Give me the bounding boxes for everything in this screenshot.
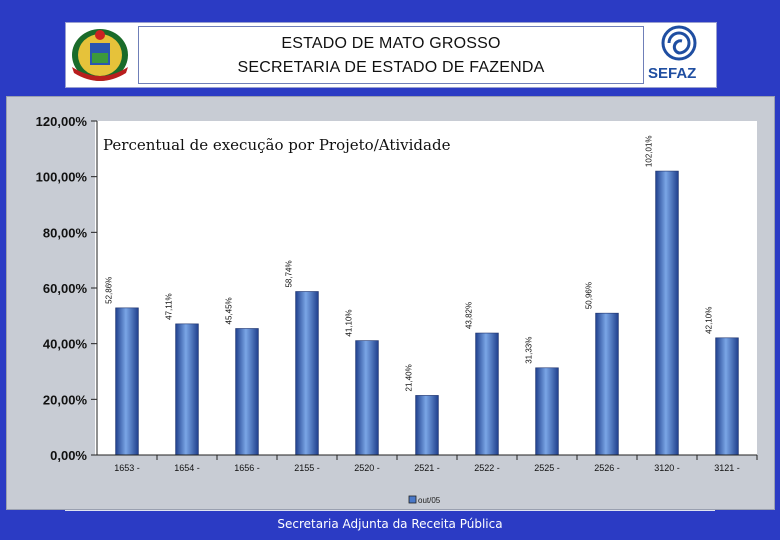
x-tick-label: 2522 - xyxy=(474,463,500,473)
footer-divider xyxy=(65,510,715,511)
header-line-2: SECRETARIA DE ESTADO DE FAZENDA xyxy=(237,59,545,76)
x-tick-label: 2525 - xyxy=(534,463,560,473)
sefaz-logo-icon xyxy=(661,25,697,61)
y-tick-label: 120,00% xyxy=(36,114,88,129)
bar xyxy=(295,291,319,456)
bars-group: 52,86% 47,11% 45,45% 58,74% 41,10% 21,40% 43,8… xyxy=(105,135,739,456)
x-axis: 1653 - 1654 - 1656 - 2155 - 2520 - 2521 - 2522… xyxy=(97,454,758,473)
header-line-1: ESTADO DE MATO GROSSO xyxy=(281,35,501,52)
bar-data-label: 31,33% xyxy=(525,337,534,364)
y-tick-label: 0,00% xyxy=(50,448,87,463)
y-tick-label: 100,00% xyxy=(36,170,88,185)
legend-label: out/05 xyxy=(418,496,441,505)
bar-data-label: 50,96% xyxy=(585,282,594,309)
x-tick-label: 2521 - xyxy=(414,463,440,473)
bar xyxy=(115,307,139,456)
bar-data-label: 42,10% xyxy=(705,307,714,334)
bar-chart: Percentual de execução por Projeto/Ativi… xyxy=(36,114,758,505)
x-tick-label: 3121 - xyxy=(714,463,740,473)
bar-data-label: 47,11% xyxy=(165,293,174,320)
bar xyxy=(475,332,499,456)
bar-data-label: 52,86% xyxy=(105,277,114,304)
legend-swatch xyxy=(408,495,417,504)
chart-panel: Percentual de execução por Projeto/Ativi… xyxy=(6,96,775,510)
y-tick-label: 40,00% xyxy=(43,337,88,352)
bar-data-label: 45,45% xyxy=(225,297,234,324)
state-crest-icon xyxy=(72,29,128,81)
bar-data-label: 41,10% xyxy=(345,309,354,336)
x-tick-label: 3120 - xyxy=(654,463,680,473)
y-tick-label: 60,00% xyxy=(43,281,88,296)
bar xyxy=(235,328,259,456)
bar xyxy=(535,367,559,456)
bar-data-label: 43,82% xyxy=(465,302,474,329)
bar xyxy=(715,337,739,456)
bar xyxy=(175,323,199,456)
legend: out/05 xyxy=(408,495,441,505)
bar xyxy=(655,170,679,456)
x-tick-label: 1656 - xyxy=(234,463,260,473)
chart-title: Percentual de execução por Projeto/Ativi… xyxy=(103,136,451,154)
y-axis: 0,00% 20,00% 40,00% 60,00% 80,00% 100,00% 120,… xyxy=(36,114,98,463)
x-tick-label: 2526 - xyxy=(594,463,620,473)
bar-data-label: 21,40% xyxy=(405,364,414,391)
x-tick-label: 2155 - xyxy=(294,463,320,473)
title-box: ESTADO DE MATO GROSSO SECRETARIA DE ESTA… xyxy=(138,26,644,84)
bar xyxy=(415,395,439,456)
y-tick-label: 20,00% xyxy=(43,392,88,407)
y-tick-label: 80,00% xyxy=(43,225,88,240)
x-tick-label: 1653 - xyxy=(114,463,140,473)
sefaz-logo-text: SEFAZ xyxy=(648,65,697,82)
bar-data-label: 58,74% xyxy=(285,260,294,287)
x-tick-label: 2520 - xyxy=(354,463,380,473)
bar-data-label: 102,01% xyxy=(645,135,654,167)
bar xyxy=(355,340,379,456)
bar xyxy=(595,312,619,456)
footer-text: Secretaria Adjunta da Receita Pública xyxy=(277,517,503,531)
x-tick-label: 1654 - xyxy=(174,463,200,473)
header-banner: ESTADO DE MATO GROSSO SECRETARIA DE ESTA… xyxy=(65,22,717,88)
